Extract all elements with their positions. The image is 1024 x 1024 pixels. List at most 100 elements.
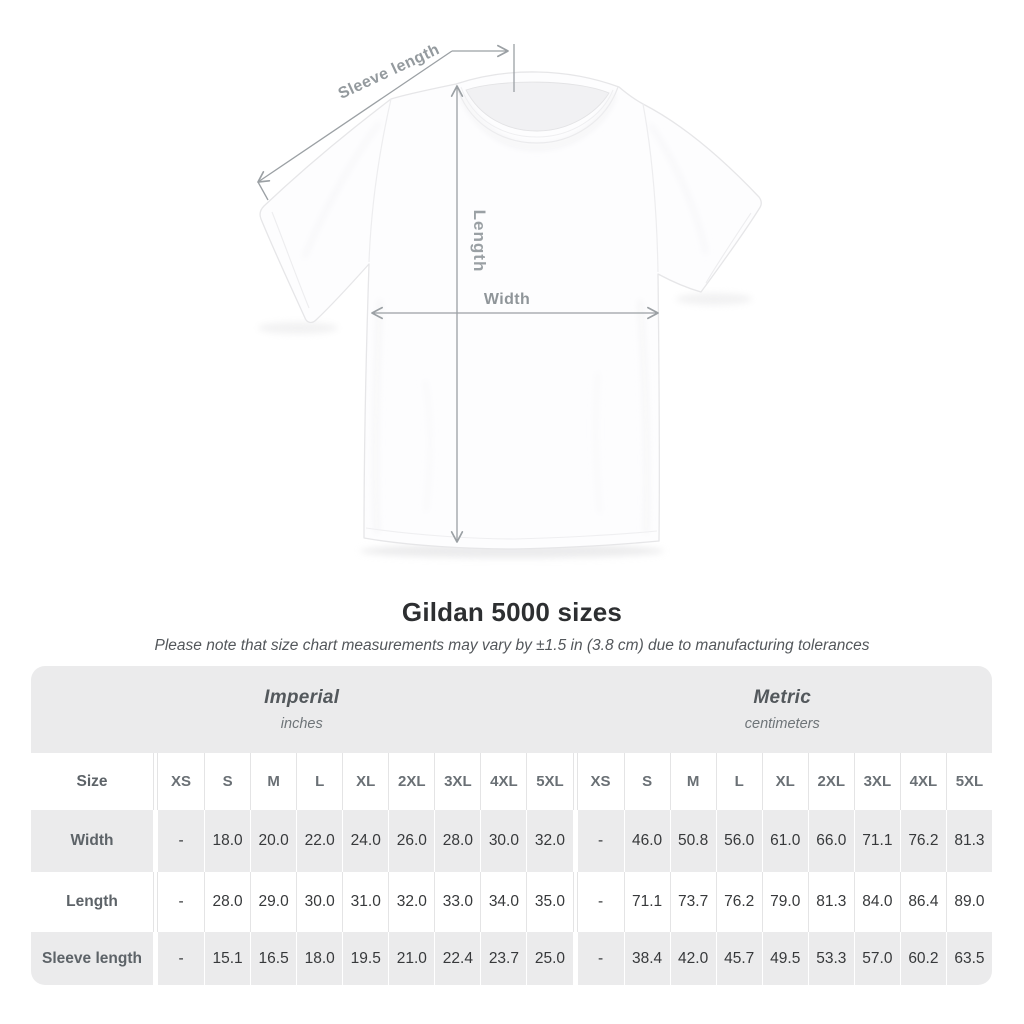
size-header: 3XL xyxy=(853,753,900,810)
unit-divider xyxy=(572,810,578,872)
value-cell: 33.0 xyxy=(434,872,480,932)
right-cuff-stitch xyxy=(705,212,752,284)
value-cell: 63.5 xyxy=(945,932,992,985)
value-cell: 18.0 xyxy=(204,810,250,872)
value-cell: 32.0 xyxy=(388,872,434,932)
metric-title: Metric xyxy=(753,687,812,708)
collar-seam-inner xyxy=(460,86,614,138)
value-cell: 76.2 xyxy=(715,872,762,932)
value-cell: 19.5 xyxy=(342,932,388,985)
column-divider xyxy=(153,872,158,932)
value-cell: 73.7 xyxy=(669,872,716,932)
value-cell: 25.0 xyxy=(526,932,572,985)
value-cell: - xyxy=(178,893,184,910)
tshirt-collar-opening xyxy=(465,81,610,132)
tolerance-note: Please note that size chart measurements… xyxy=(154,637,870,654)
sleeve-length-arrow xyxy=(257,50,453,183)
value-cell: 66.0 xyxy=(807,810,854,872)
tshirt-graphic xyxy=(259,71,762,550)
size-header: S xyxy=(623,753,670,810)
value-cell: - xyxy=(597,949,604,967)
value-cell: - xyxy=(597,893,604,910)
value-cell: 42.0 xyxy=(669,932,716,985)
value-cell: 20.0 xyxy=(250,810,296,872)
value-cell: 16.5 xyxy=(250,932,296,985)
table-row-sleeve-length: Sleeve length - 15.1 16.5 18.0 19.5 21.0… xyxy=(31,932,992,985)
value-cell: 46.0 xyxy=(623,810,670,872)
row-label: Sleeve length xyxy=(42,949,142,967)
size-header: 3XL xyxy=(434,753,480,810)
size-header: L xyxy=(715,753,762,810)
row-label: Width xyxy=(70,832,114,849)
size-header: 2XL xyxy=(807,753,854,810)
value-cell: 22.0 xyxy=(296,810,342,872)
value-cell: 35.0 xyxy=(526,872,572,932)
value-cell: 49.5 xyxy=(761,932,808,985)
sleeve-length-arrow-tail xyxy=(257,181,269,201)
value-cell: 24.0 xyxy=(342,810,388,872)
size-header: 5XL xyxy=(945,753,992,810)
value-cell: 32.0 xyxy=(526,810,572,872)
value-cell: 31.0 xyxy=(342,872,388,932)
column-divider xyxy=(153,932,158,985)
size-header: 4XL xyxy=(480,753,526,810)
value-cell: 56.0 xyxy=(715,810,762,872)
size-header: M xyxy=(250,753,296,810)
fabric-shading xyxy=(302,92,708,534)
value-cell: - xyxy=(178,949,184,967)
value-cell: 76.2 xyxy=(899,810,946,872)
value-cell: 53.3 xyxy=(807,932,854,985)
page-title: Gildan 5000 sizes xyxy=(401,597,623,627)
value-cell: 38.4 xyxy=(623,932,670,985)
size-header: S xyxy=(204,753,250,810)
value-cell: 86.4 xyxy=(899,872,946,932)
size-header: XL xyxy=(342,753,388,810)
value-cell: 89.0 xyxy=(945,872,992,932)
value-cell: 22.4 xyxy=(434,932,480,985)
value-cell: 81.3 xyxy=(807,872,854,932)
value-cell: 30.0 xyxy=(480,810,526,872)
value-cell: 61.0 xyxy=(761,810,808,872)
value-cell: 79.0 xyxy=(761,872,808,932)
imperial-title: Imperial xyxy=(264,687,340,708)
tshirt-measurement-diagram: Sleeve length Length Width xyxy=(257,41,762,558)
size-header: 5XL xyxy=(526,753,572,810)
size-header: L xyxy=(296,753,342,810)
value-cell: 30.0 xyxy=(296,872,342,932)
size-header: 4XL xyxy=(899,753,946,810)
value-cell: 50.8 xyxy=(669,810,716,872)
column-divider xyxy=(153,753,158,810)
value-cell: 28.0 xyxy=(204,872,250,932)
value-cell: 57.0 xyxy=(853,932,900,985)
unit-divider xyxy=(572,753,578,810)
left-armhole-seam xyxy=(368,98,392,263)
unit-divider xyxy=(572,932,578,985)
value-cell: 45.7 xyxy=(715,932,762,985)
value-cell: 71.1 xyxy=(853,810,900,872)
table-row-length: Length - 28.0 29.0 30.0 31.0 32.0 33.0 3… xyxy=(31,872,992,932)
value-cell: 28.0 xyxy=(434,810,480,872)
left-cuff-stitch xyxy=(271,211,310,309)
size-column-header: Size xyxy=(76,772,108,790)
size-header: 2XL xyxy=(388,753,434,810)
value-cell: 34.0 xyxy=(480,872,526,932)
imperial-subtitle: inches xyxy=(280,716,323,732)
unit-divider xyxy=(572,872,578,932)
size-header: M xyxy=(669,753,716,810)
size-header: XS xyxy=(590,773,611,790)
value-cell: 71.1 xyxy=(623,872,670,932)
right-armhole-seam xyxy=(642,103,659,273)
value-cell: 81.3 xyxy=(945,810,992,872)
value-cell: 23.7 xyxy=(480,932,526,985)
value-cell: 26.0 xyxy=(388,810,434,872)
value-cell: - xyxy=(597,832,604,849)
value-cell: 60.2 xyxy=(899,932,946,985)
metric-subtitle: centimeters xyxy=(744,716,820,732)
size-header: XS xyxy=(171,773,192,790)
row-label: Length xyxy=(66,893,118,910)
length-label: Length xyxy=(470,210,489,273)
unit-header-band: Imperial inches Metric centimeters xyxy=(31,666,992,753)
value-cell: 21.0 xyxy=(388,932,434,985)
size-header-row: Size XS S M L XL 2XL 3XL 4XL 5XL XS S M … xyxy=(31,753,992,810)
